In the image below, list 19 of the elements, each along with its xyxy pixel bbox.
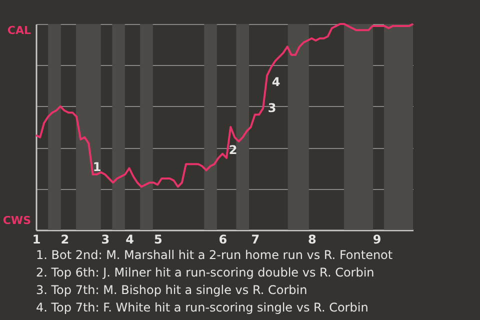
text: 1. Bot 2nd: M. Marshall hit a 2-run home run vs R. Fontenot bbox=[36, 248, 393, 262]
x-tick-label: 1 bbox=[32, 232, 41, 246]
x-tick-label: 9 bbox=[372, 232, 382, 246]
annotation: 2 bbox=[228, 143, 238, 157]
x-tick-label: 3 bbox=[101, 232, 110, 246]
x-tick-label: 5 bbox=[154, 232, 162, 246]
text: CWS bbox=[2, 214, 32, 227]
x-tick-label: 4 bbox=[126, 232, 134, 246]
annotation: 1 bbox=[92, 160, 102, 174]
text: 4. Top 7th: F. White hit a run-scoring single vs R. Corbin bbox=[36, 300, 368, 314]
x-tick-label: 2 bbox=[60, 232, 70, 246]
annotation: 3 bbox=[268, 101, 276, 115]
x-tick-label: 6 bbox=[218, 232, 228, 246]
x-tick-label: 7 bbox=[251, 232, 260, 246]
text: CAL bbox=[7, 24, 31, 37]
annotation: 4 bbox=[272, 75, 280, 89]
text: 2. Top 6th: J. Milner hit a run-scoring double vs R. Corbin bbox=[36, 266, 374, 280]
text: 3. Top 7th: M. Bishop hit a single vs R. Corbin bbox=[36, 283, 308, 297]
x-tick-label: 8 bbox=[308, 232, 316, 246]
